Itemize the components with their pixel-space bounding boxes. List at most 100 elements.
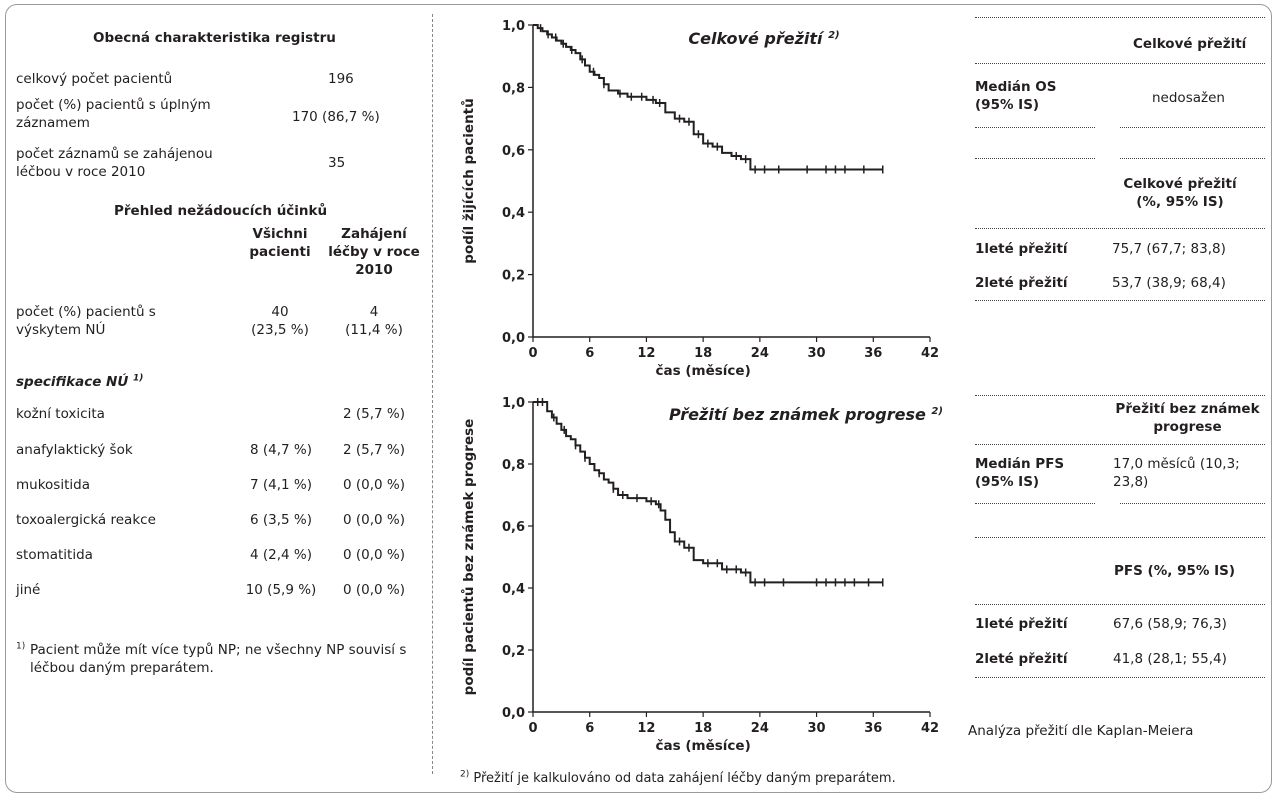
x-tick-label: 30 (808, 346, 826, 361)
bottom-note: 2) Přežití je kalkulováno od data zaháje… (460, 770, 896, 788)
survival-curve (533, 24, 883, 171)
pfs-2y-label: 2leté přežití (975, 651, 1068, 667)
x-tick-label: 42 (921, 721, 939, 736)
y-tick-label: 0,8 (502, 81, 525, 96)
y-axis-label: podíl žijících pacientů (460, 98, 477, 263)
table-rule (1120, 158, 1265, 159)
table-rule (1120, 503, 1265, 504)
bottom-note-text: Přežití je kalkulováno od data zahájení … (473, 771, 896, 786)
os-median-value: nedosažen (1152, 90, 1225, 106)
pfs-rate-header: PFS (%, 95% IS) (1114, 563, 1235, 579)
spec-label: specifikace NÚ 1) (16, 373, 144, 390)
os-1y-label: 1leté přežití (975, 241, 1068, 257)
x-tick-label: 0 (528, 346, 537, 361)
km-note: Analýza přežití dle Kaplan-Meiera (968, 723, 1194, 739)
pfs-1y-value: 67,6 (58,9; 76,3) (1113, 616, 1227, 632)
x-tick-label: 12 (637, 721, 655, 736)
ae-row-label: anafylaktický šok (16, 442, 133, 458)
table-rule (975, 444, 1265, 445)
table-rule (975, 604, 1265, 605)
os-rate-header: Celkové přežití (%, 95% IS) (1123, 176, 1237, 210)
row-value-2010: 35 (328, 155, 346, 171)
ae-title: Přehled nežádoucích účinků (114, 203, 328, 219)
table-rule (975, 677, 1265, 678)
os-header: Celkové přežití (1133, 36, 1247, 52)
bottom-note-sup: 2) (460, 769, 470, 780)
row-label-2010: počet záznamů se zahájenou léčbou v roce… (16, 146, 213, 180)
table-rule (975, 63, 1265, 64)
os-median-label: Medián OS (95% IS) (975, 79, 1057, 113)
row-value-complete: 170 (86,7 %) (292, 109, 380, 125)
row-label-complete: počet (%) pacientů s úplným záznamem (16, 97, 211, 131)
y-tick-label: 0,0 (502, 331, 525, 346)
ae-row-all: 7 (4,1 %) (249, 477, 312, 493)
x-tick-label: 18 (694, 346, 712, 361)
y-tick-label: 0,4 (502, 582, 525, 597)
x-axis-label: čas (měsíce) (656, 363, 751, 379)
footnote-1-sup: 1) (16, 641, 26, 652)
pfs-2y-value: 41,8 (28,1; 55,4) (1113, 651, 1227, 667)
os-1y-value: 75,7 (67,7; 83,8) (1112, 241, 1226, 257)
x-tick-label: 6 (585, 346, 594, 361)
y-tick-label: 1,0 (502, 19, 525, 34)
x-tick-label: 42 (921, 346, 939, 361)
y-tick-label: 0,4 (502, 206, 525, 221)
ae-row-label: kožní toxicita (16, 406, 105, 422)
x-tick-label: 12 (637, 346, 655, 361)
footnote-1-text: Pacient může mít více typů NP; ne všechn… (30, 642, 407, 676)
row-label-total: celkový počet pacientů (16, 71, 173, 87)
ae-count-label: počet (%) pacientů s výskytem NÚ (16, 304, 156, 338)
figure-frame (5, 4, 1272, 793)
pfs-median-value: 17,0 měsíců (10,3; 23,8) (1113, 456, 1240, 490)
ae-row-2010: 2 (5,7 %) (342, 406, 405, 422)
ae-count-all: 40 (271, 304, 289, 320)
col-header-2010: Zahájení léčby v roce 2010 (328, 226, 420, 278)
x-tick-label: 0 (528, 721, 537, 736)
ae-row-label: mukositida (16, 477, 90, 493)
x-tick-label: 6 (585, 721, 594, 736)
pfs-1y-label: 1leté přežití (975, 616, 1068, 632)
pfs-median-label: Medián PFS (95% IS) (975, 456, 1065, 490)
ae-count-all-pct: (23,5 %) (251, 322, 309, 338)
ae-row-all: 8 (4,7 %) (249, 442, 312, 458)
x-tick-label: 24 (751, 721, 769, 736)
ae-row-label: stomatitida (16, 547, 93, 563)
x-tick-label: 36 (864, 721, 882, 736)
col-header-all: Všichni pacienti (249, 226, 311, 260)
chart-title: Celkové přežití 2) (688, 29, 839, 48)
os-2y-value: 53,7 (38,9; 68,4) (1112, 275, 1226, 291)
general-title: Obecná charakteristika registru (93, 30, 336, 46)
table-rule (975, 228, 1265, 229)
os-2y-label: 2leté přežití (975, 275, 1068, 291)
ae-count-2010-pct: (11,4 %) (345, 322, 403, 338)
table-rule (975, 503, 1095, 504)
footnote-1: 1) (16, 641, 25, 659)
table-rule (975, 537, 1265, 538)
x-tick-label: 30 (808, 721, 826, 736)
x-tick-label: 36 (864, 346, 882, 361)
ae-row-2010: 0 (0,0 %) (342, 547, 405, 563)
y-tick-label: 0,6 (502, 144, 525, 159)
x-axis-label: čas (měsíce) (656, 738, 751, 754)
ae-row-2010: 0 (0,0 %) (342, 512, 405, 528)
ae-count-2010: 4 (369, 304, 379, 320)
survival-curve (533, 401, 883, 584)
table-rule (975, 395, 1265, 396)
chart-title: Přežití bez známek progrese 2) (669, 405, 943, 424)
y-tick-label: 0,2 (502, 269, 525, 284)
ae-row-all: 10 (5,9 %) (245, 582, 317, 598)
ae-row-label: toxoalergická reakce (16, 512, 156, 528)
y-tick-label: 0,2 (502, 644, 525, 659)
x-tick-label: 24 (751, 346, 769, 361)
pfs-header: Přežití bez známek progrese (1115, 401, 1260, 435)
y-tick-label: 0,8 (502, 458, 525, 473)
ae-row-all: 4 (2,4 %) (249, 547, 312, 563)
y-axis-label: podíl pacientů bez známek progrese (460, 419, 477, 696)
y-tick-label: 0,6 (502, 520, 525, 535)
x-tick-label: 18 (694, 721, 712, 736)
chart-title-sup: 2) (931, 406, 943, 417)
ae-row-all: 6 (3,5 %) (249, 512, 312, 528)
table-rule (1120, 127, 1265, 128)
y-tick-label: 0,0 (502, 706, 525, 721)
